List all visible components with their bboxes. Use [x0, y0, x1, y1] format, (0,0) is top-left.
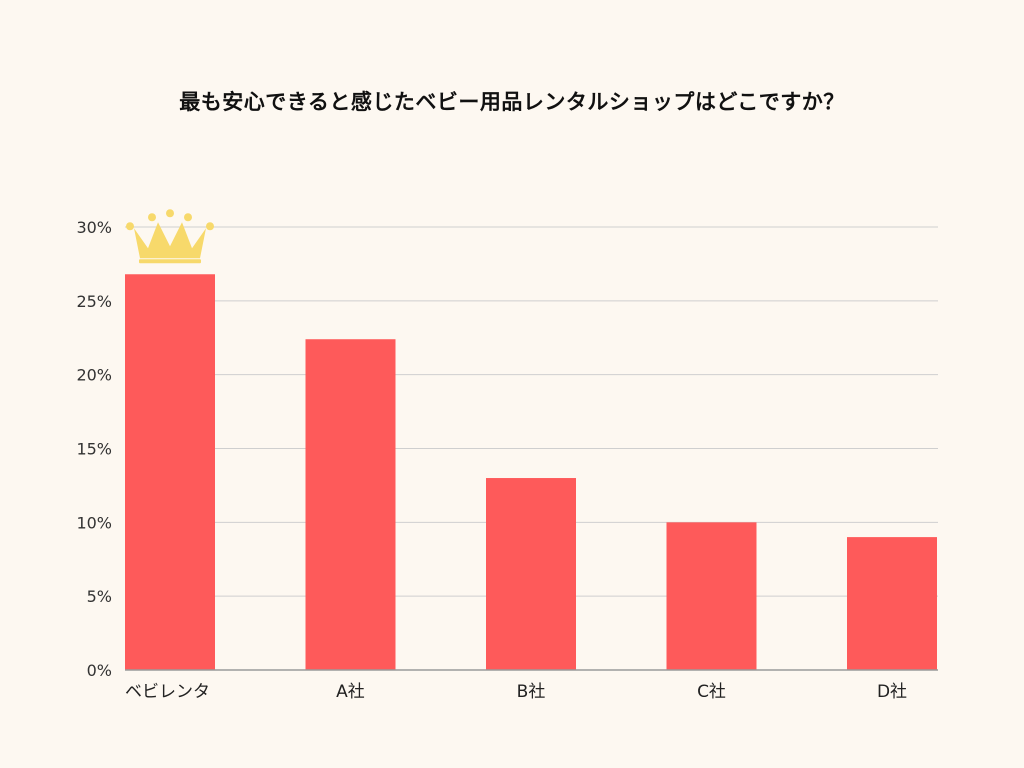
y-tick-label: 20% — [76, 366, 112, 385]
x-tick-label: B社 — [517, 682, 546, 702]
bar — [666, 522, 757, 670]
bar — [125, 274, 215, 670]
y-tick-label: 0% — [87, 661, 112, 680]
y-tick-label: 30% — [76, 218, 112, 237]
bar — [847, 537, 937, 670]
y-tick-label: 15% — [76, 440, 112, 459]
bar — [305, 339, 396, 670]
crown-icon — [126, 209, 214, 264]
y-tick-label: 10% — [76, 513, 112, 532]
x-tick-label: D社 — [877, 682, 907, 702]
x-tick-label: ベビレンタ — [125, 682, 210, 702]
x-tick-label: A社 — [336, 682, 365, 702]
x-tick-label: C社 — [697, 682, 726, 702]
chart-title: 最も安心できると感じたベビー用品レンタルショップはどこですか？ — [179, 90, 845, 114]
bar — [486, 478, 576, 670]
y-tick-label: 5% — [87, 587, 112, 606]
y-tick-label: 25% — [76, 292, 112, 311]
